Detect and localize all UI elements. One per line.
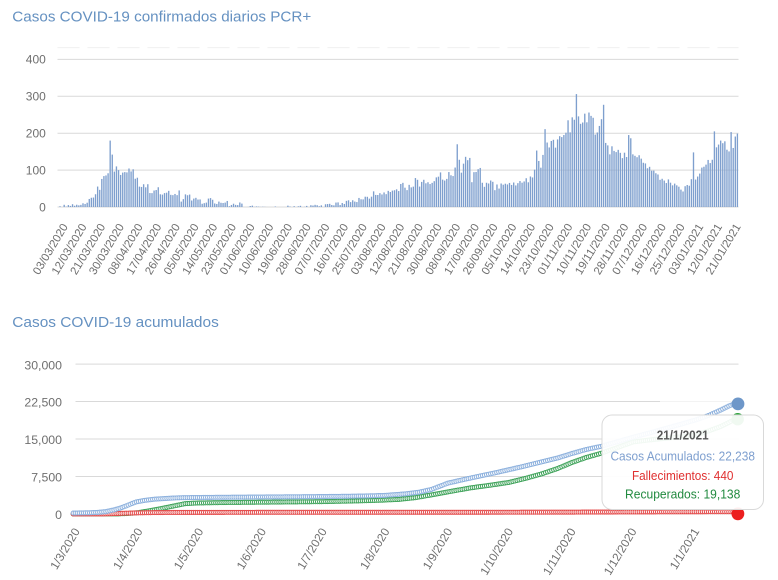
svg-text:21/1/2021: 21/1/2021 [657,428,709,442]
svg-text:400: 400 [26,53,46,67]
svg-text:Recuperados: 19,138: Recuperados: 19,138 [625,487,740,501]
svg-text:Casos Acumulados: 22,238: Casos Acumulados: 22,238 [610,449,755,463]
svg-text:200: 200 [26,127,46,141]
svg-text:7,500: 7,500 [31,471,62,485]
svg-text:Casos COVID-19 acumulados: Casos COVID-19 acumulados [12,314,219,331]
svg-text:Casos COVID-19 confirmados dia: Casos COVID-19 confirmados diarios PCR+ [12,9,311,26]
svg-text:100: 100 [26,163,46,177]
svg-text:22,500: 22,500 [24,396,62,410]
svg-text:Fallecimientos: 440: Fallecimientos: 440 [632,469,734,483]
svg-text:30,000: 30,000 [24,358,62,372]
svg-text:15,000: 15,000 [24,433,62,447]
svg-text:0: 0 [55,508,62,522]
svg-text:300: 300 [26,90,46,104]
svg-text:0: 0 [39,200,46,214]
